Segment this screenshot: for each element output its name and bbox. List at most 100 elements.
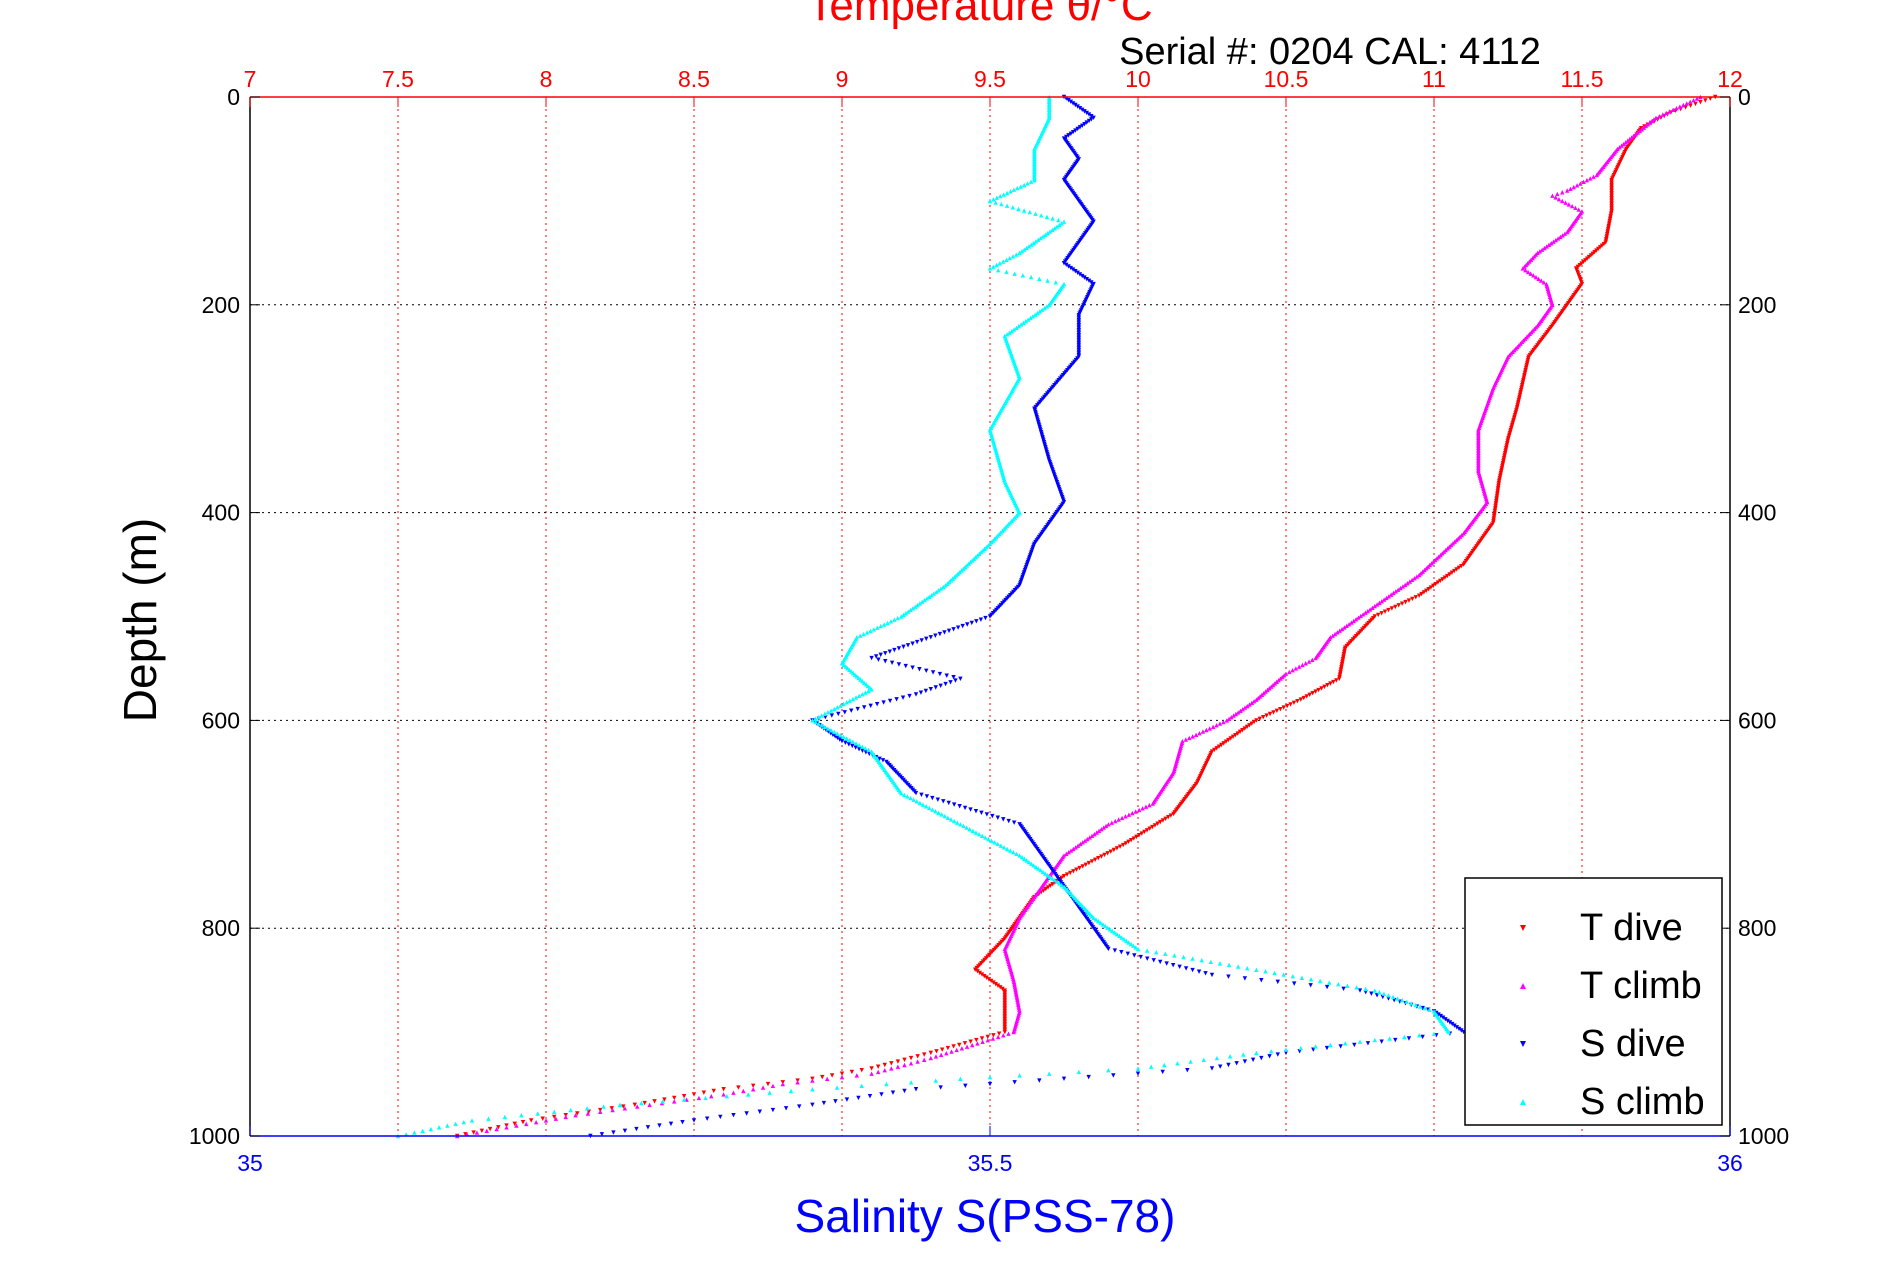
data-point bbox=[924, 668, 929, 674]
data-point bbox=[987, 1081, 993, 1087]
data-point bbox=[934, 1049, 939, 1054]
data-point bbox=[918, 690, 924, 695]
data-point bbox=[1417, 1033, 1422, 1038]
data-point bbox=[1381, 991, 1387, 996]
data-point bbox=[1024, 245, 1029, 251]
data-point bbox=[617, 1102, 623, 1108]
data-point bbox=[819, 713, 824, 718]
data-point bbox=[969, 620, 974, 626]
data-point bbox=[1077, 125, 1083, 130]
data-point bbox=[927, 594, 932, 600]
data-point bbox=[1395, 587, 1401, 592]
data-point bbox=[1066, 133, 1071, 138]
data-point bbox=[1048, 883, 1053, 889]
data-point bbox=[1214, 746, 1219, 751]
data-point bbox=[1044, 304, 1050, 309]
data-point bbox=[586, 1109, 591, 1114]
data-point bbox=[1447, 1020, 1453, 1025]
data-point bbox=[915, 1059, 920, 1064]
data-point bbox=[1068, 848, 1074, 853]
data-point bbox=[859, 1083, 864, 1088]
data-point bbox=[920, 599, 925, 604]
data-point bbox=[938, 683, 943, 688]
data-point bbox=[770, 1107, 776, 1113]
data-point bbox=[1217, 721, 1223, 726]
data-point bbox=[862, 705, 867, 710]
data-point bbox=[887, 649, 893, 654]
data-point bbox=[691, 1118, 697, 1123]
data-point bbox=[1454, 567, 1459, 572]
data-point bbox=[1555, 191, 1560, 197]
data-point bbox=[946, 628, 952, 634]
data-point bbox=[1131, 943, 1136, 948]
data-point bbox=[979, 1036, 985, 1041]
data-point bbox=[1674, 105, 1679, 111]
right-axis-tick-label: 600 bbox=[1738, 707, 1776, 733]
data-point bbox=[933, 1078, 938, 1083]
data-point bbox=[1418, 1004, 1423, 1009]
data-point bbox=[1000, 986, 1005, 992]
data-point bbox=[980, 833, 985, 838]
data-point bbox=[652, 1099, 657, 1104]
data-point bbox=[1331, 679, 1336, 685]
data-point bbox=[985, 1034, 990, 1040]
right-axis-tick-label: 0 bbox=[1738, 84, 1751, 110]
data-point bbox=[1376, 612, 1381, 618]
data-point bbox=[924, 794, 930, 799]
data-point bbox=[1171, 811, 1176, 817]
data-point bbox=[1152, 823, 1158, 828]
data-point bbox=[519, 1113, 524, 1118]
data-point bbox=[821, 1100, 827, 1106]
data-point bbox=[919, 792, 924, 797]
data-point bbox=[1393, 1037, 1398, 1043]
data-point bbox=[1089, 117, 1094, 122]
data-point bbox=[999, 201, 1004, 207]
data-point bbox=[915, 1054, 920, 1059]
data-point bbox=[1328, 1042, 1333, 1048]
data-point bbox=[1114, 932, 1120, 937]
data-point bbox=[1677, 104, 1683, 109]
data-point bbox=[1092, 857, 1098, 863]
data-point bbox=[875, 1064, 881, 1069]
data-point bbox=[1386, 594, 1392, 599]
data-point bbox=[1539, 247, 1545, 252]
data-point bbox=[1576, 207, 1581, 212]
data-point bbox=[1014, 252, 1019, 257]
data-point bbox=[1228, 736, 1233, 741]
data-point bbox=[780, 1081, 785, 1087]
data-point bbox=[832, 729, 837, 735]
data-point bbox=[1096, 918, 1101, 924]
data-point bbox=[970, 1042, 975, 1048]
data-point bbox=[1124, 938, 1129, 943]
data-point bbox=[741, 1088, 746, 1094]
data-point bbox=[1241, 1052, 1246, 1057]
data-point bbox=[1346, 621, 1352, 627]
data-point bbox=[1028, 315, 1033, 321]
data-point bbox=[968, 807, 973, 812]
data-point bbox=[974, 619, 979, 624]
data-point bbox=[887, 698, 893, 704]
data-point bbox=[1263, 969, 1268, 974]
data-point bbox=[1684, 101, 1689, 106]
data-point bbox=[901, 644, 906, 650]
data-point bbox=[1344, 623, 1349, 628]
data-point bbox=[990, 813, 995, 819]
data-point bbox=[903, 611, 909, 616]
data-point bbox=[1106, 946, 1111, 952]
data-point bbox=[946, 800, 951, 806]
data-point bbox=[992, 840, 997, 845]
data-point bbox=[1150, 801, 1155, 806]
data-point bbox=[882, 1067, 887, 1073]
axis-layer: 7 7.5 8 8.5 9 9.5 10 10.5 11 11.5 12 35 35.5 36 0 0 200 2… bbox=[189, 66, 1789, 1176]
data-point bbox=[1114, 846, 1120, 851]
data-point bbox=[1242, 1059, 1248, 1064]
data-point bbox=[908, 607, 913, 613]
data-point bbox=[1399, 601, 1405, 606]
data-point bbox=[1417, 572, 1422, 578]
data-point bbox=[822, 711, 828, 717]
data-point bbox=[939, 1047, 945, 1052]
data-point bbox=[1073, 128, 1078, 133]
data-point bbox=[877, 756, 882, 761]
data-point bbox=[1537, 249, 1543, 254]
data-point bbox=[1542, 245, 1547, 251]
